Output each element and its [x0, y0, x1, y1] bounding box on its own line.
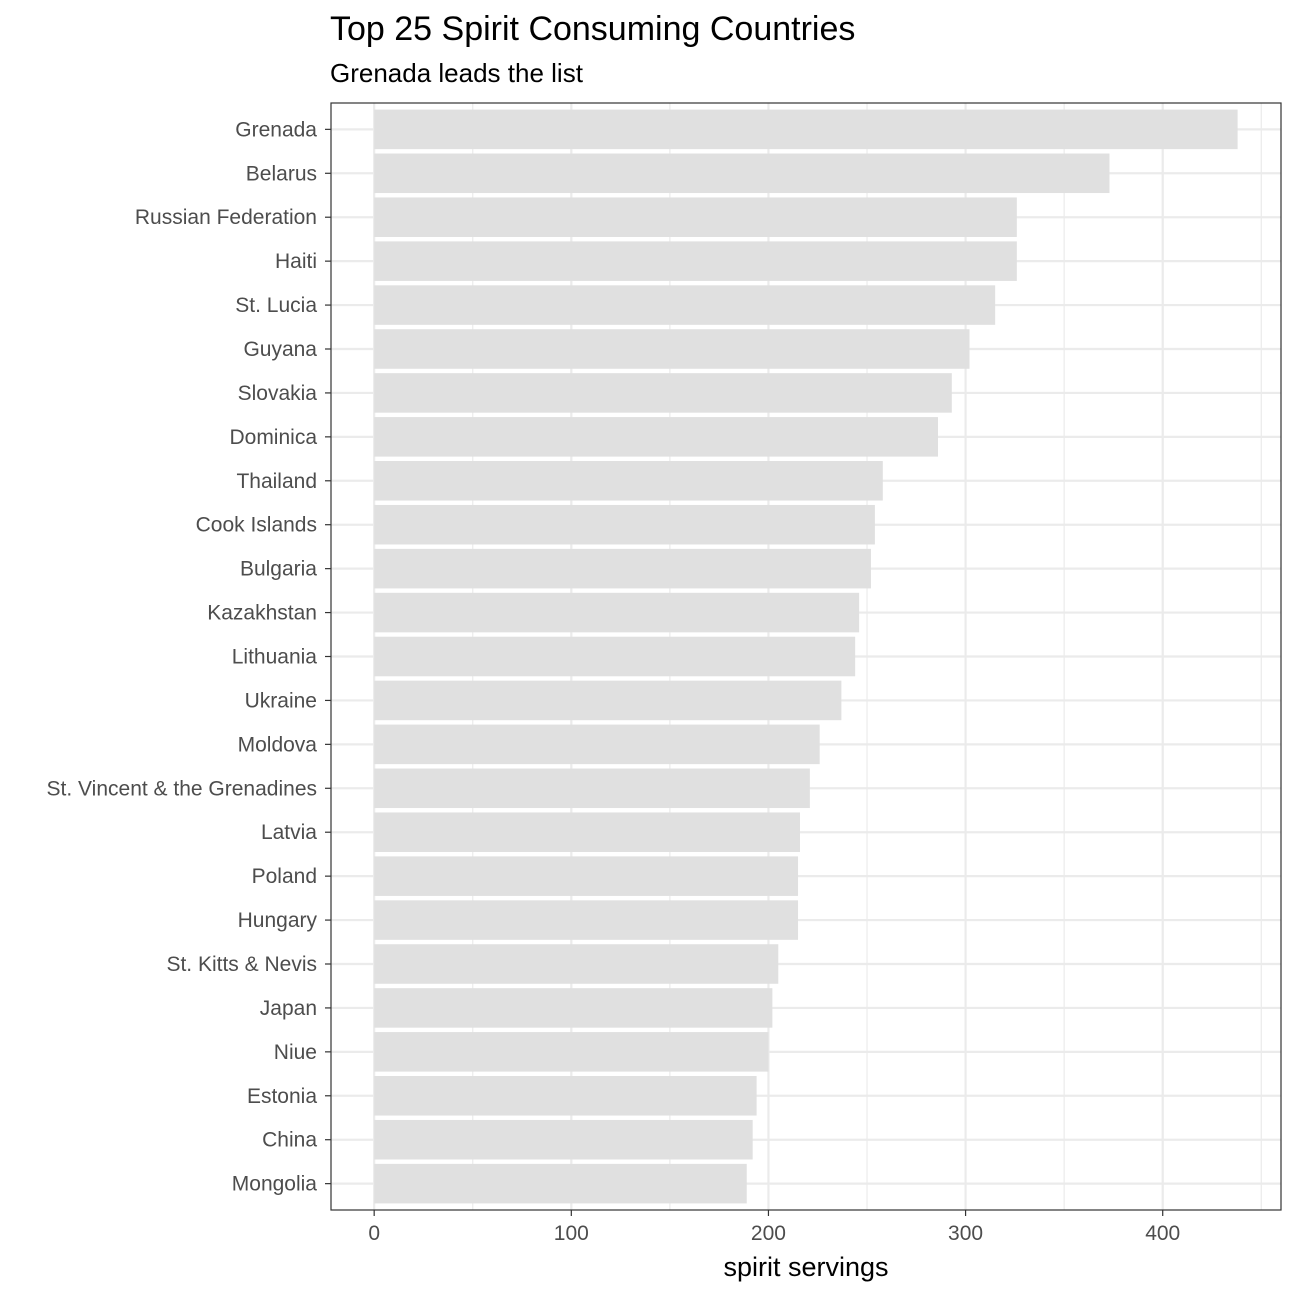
bar — [374, 1163, 747, 1204]
y-tick-label: Kazakhstan — [207, 602, 317, 625]
bar — [374, 856, 799, 896]
y-tick-label: Slovakia — [238, 382, 318, 405]
y-tick-label: Japan — [260, 997, 317, 1020]
bar — [374, 109, 1238, 150]
y-tick-label: Lithuania — [232, 646, 318, 669]
y-tick-label: St. Kitts & Nevis — [166, 953, 317, 976]
bar — [374, 636, 856, 677]
bar — [374, 329, 970, 369]
bar — [374, 680, 842, 721]
bars — [374, 109, 1238, 1204]
bar — [374, 1119, 753, 1160]
y-tick-label: Hungary — [238, 909, 318, 932]
x-tick-label: 0 — [368, 1222, 380, 1245]
bar — [374, 461, 883, 501]
y-tick-label: Haiti — [275, 250, 317, 273]
y-axis: Grenada Belarus Russian Federation Haiti St.… — [47, 118, 331, 1196]
x-tick-label: 100 — [554, 1222, 589, 1245]
y-tick-label: Niue — [274, 1041, 317, 1064]
bar — [374, 241, 1017, 281]
y-tick-label: Guyana — [243, 338, 317, 361]
bar — [374, 768, 810, 809]
y-tick-label: Estonia — [247, 1085, 317, 1108]
bar — [374, 285, 996, 325]
y-tick-label: Bulgaria — [240, 558, 317, 581]
x-tick-label: 400 — [1145, 1222, 1180, 1245]
y-tick-label: St. Lucia — [235, 294, 317, 317]
y-tick-label: Ukraine — [245, 689, 317, 712]
bar — [374, 153, 1110, 194]
bar — [374, 1032, 769, 1072]
bar — [374, 504, 875, 545]
y-tick-label: Cook Islands — [196, 514, 317, 537]
y-tick-label: St. Vincent & the Grenadines — [47, 777, 317, 800]
y-tick-label: Russian Federation — [135, 206, 317, 229]
y-tick-label: Mongolia — [232, 1173, 318, 1196]
bar — [374, 548, 871, 589]
bar — [374, 812, 800, 852]
bar — [374, 724, 820, 765]
y-tick-label: Poland — [252, 865, 317, 888]
bar — [374, 944, 779, 984]
bar — [374, 592, 860, 633]
bar — [374, 373, 952, 413]
chart-title: Top 25 Spirit Consuming Countries — [330, 10, 855, 48]
bar — [374, 417, 938, 457]
y-tick-label: Dominica — [229, 426, 317, 449]
y-tick-label: China — [262, 1129, 317, 1152]
x-axis-title: spirit servings — [723, 1252, 888, 1282]
bar — [374, 197, 1017, 237]
x-tick-label: 300 — [948, 1222, 983, 1245]
y-tick-label: Belarus — [246, 162, 317, 185]
bar — [374, 1076, 757, 1116]
bar — [374, 988, 773, 1028]
x-tick-label: 200 — [751, 1222, 786, 1245]
y-tick-label: Thailand — [236, 470, 317, 493]
y-tick-label: Latvia — [261, 821, 317, 844]
bar — [374, 900, 799, 940]
y-tick-label: Moldova — [238, 733, 318, 756]
chart-subtitle: Grenada leads the list — [330, 58, 584, 88]
y-tick-label: Grenada — [235, 118, 317, 141]
x-axis: 0 100 200 300 400 — [368, 1210, 1180, 1245]
